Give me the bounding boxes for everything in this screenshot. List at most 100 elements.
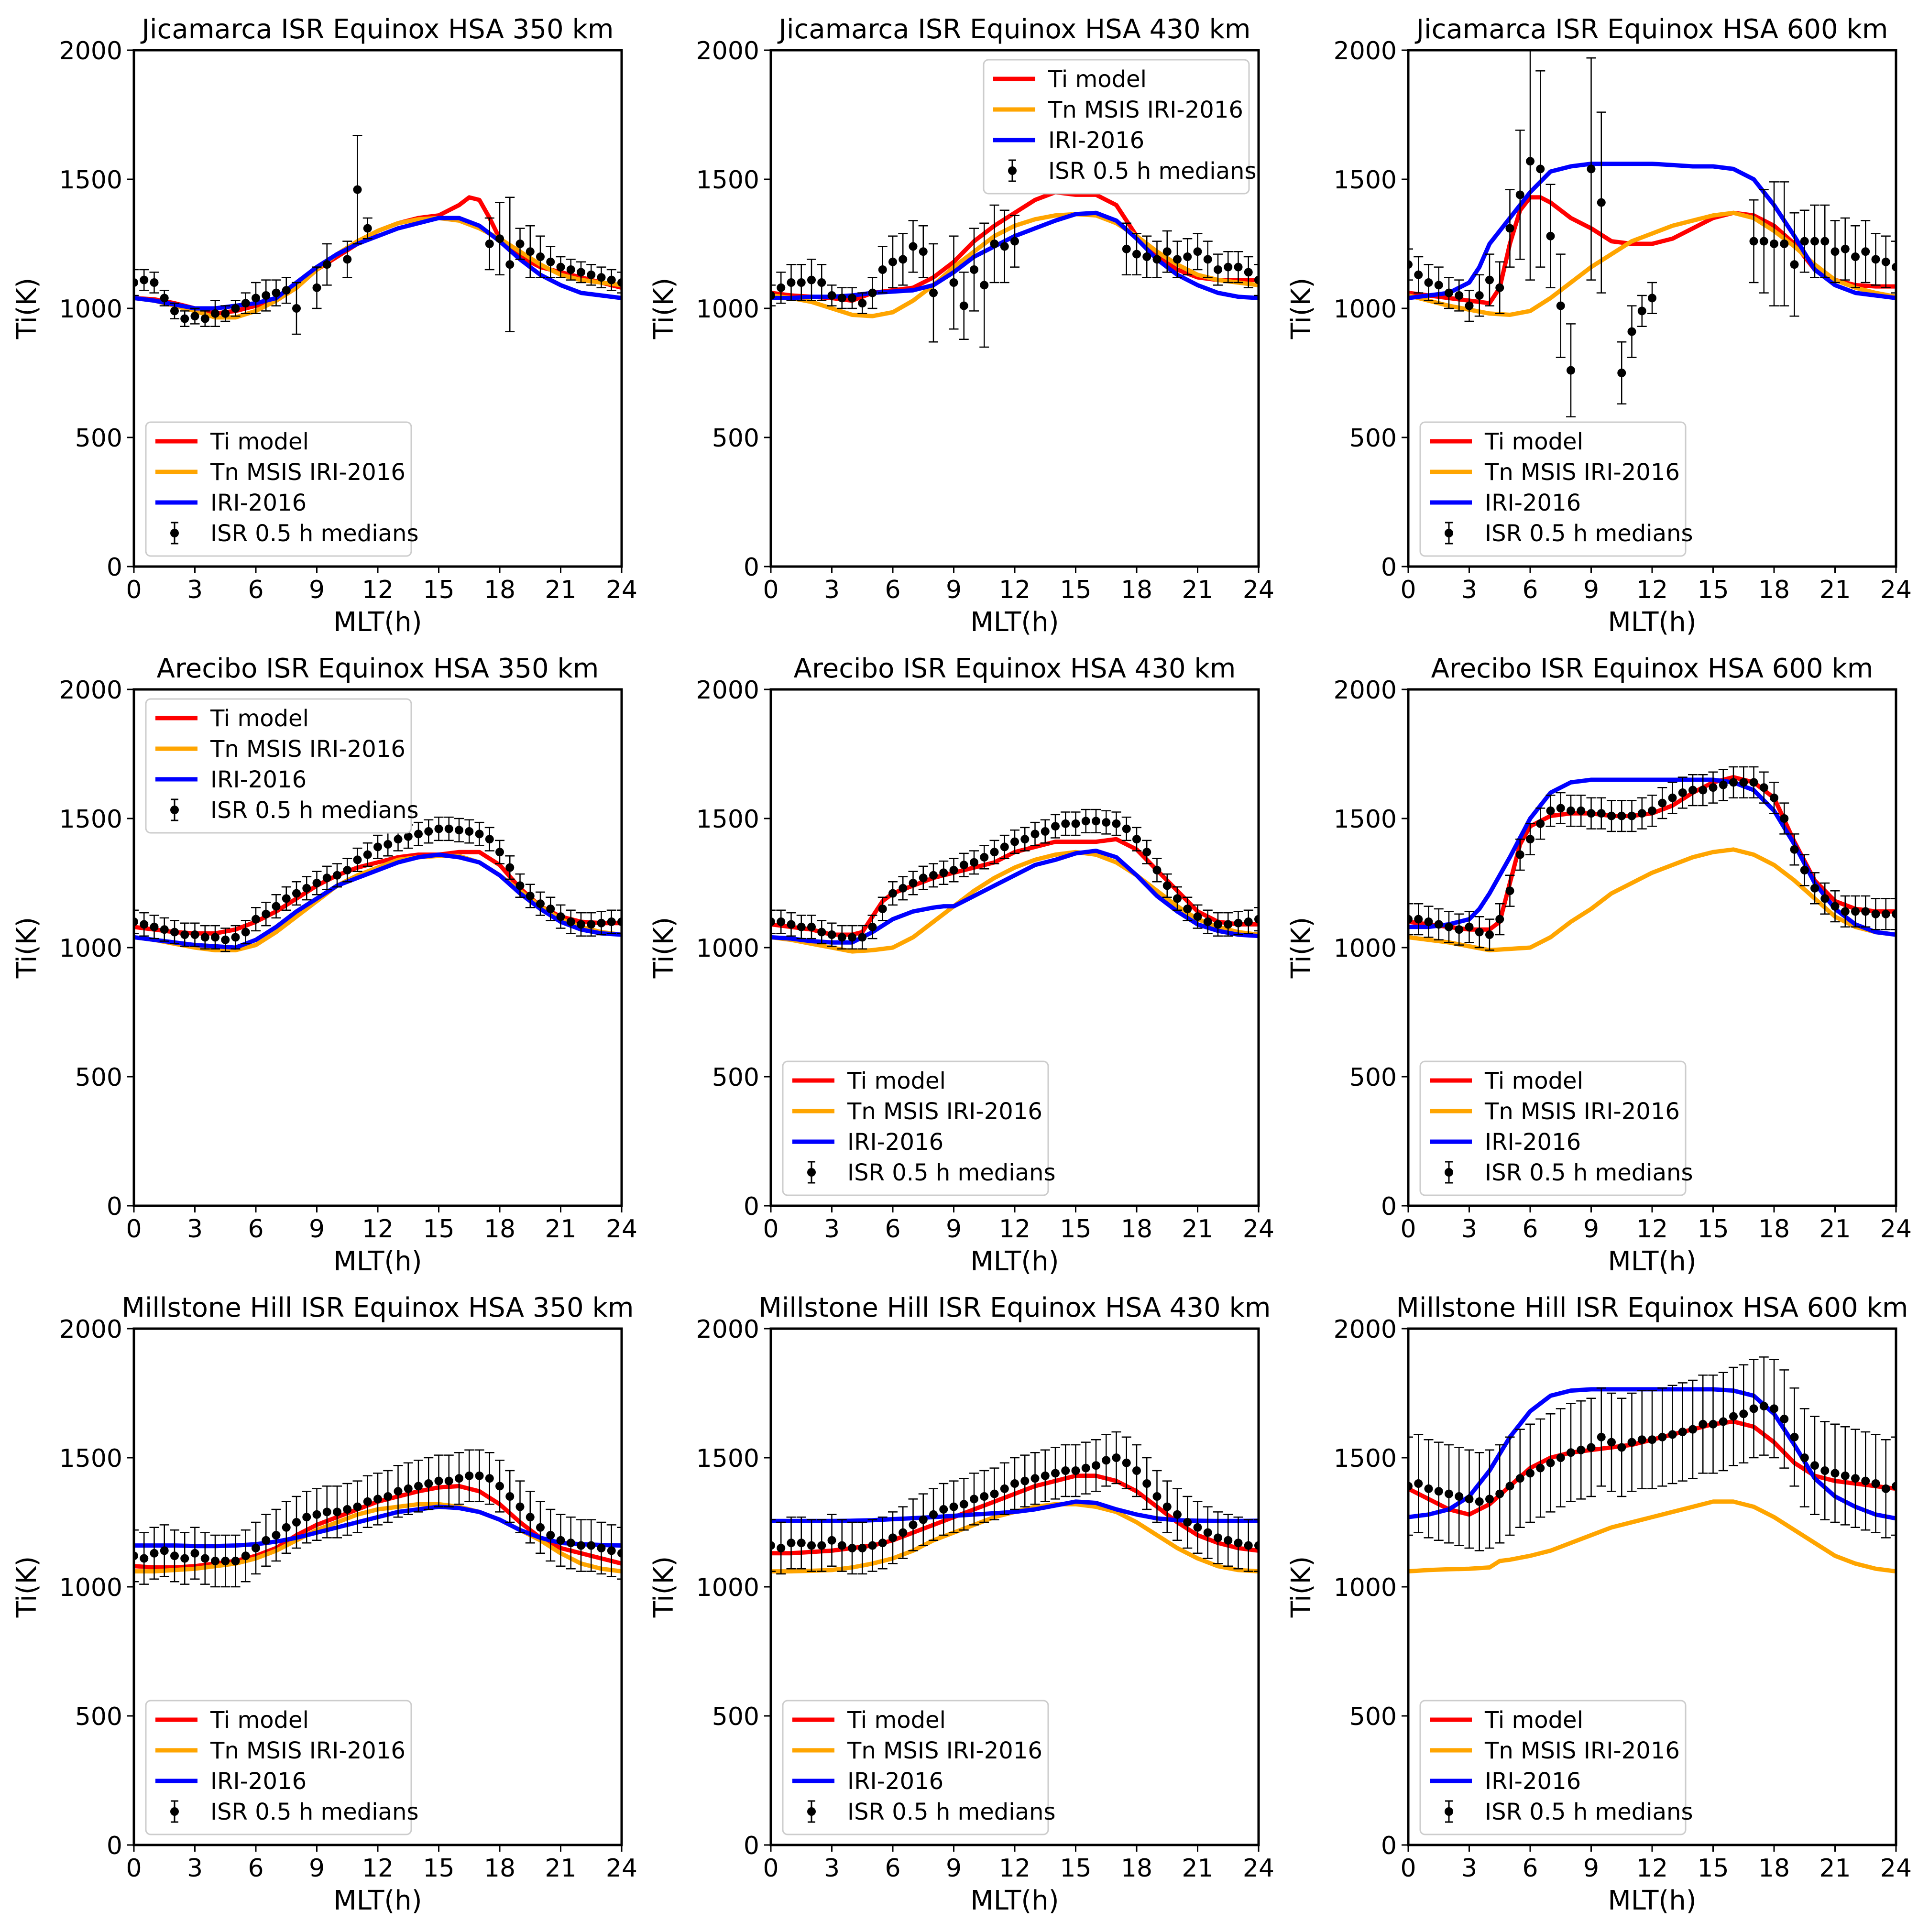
legend-item-iri: IRI-2016	[155, 766, 307, 793]
plot-area	[771, 1431, 1259, 1575]
isr-median-point	[384, 840, 393, 849]
isr-median-point	[837, 1541, 846, 1550]
isr-median-point	[1010, 1479, 1019, 1488]
legend-item-ti-model: Ti model	[792, 1707, 946, 1734]
isr-median-point	[1699, 1419, 1708, 1429]
isr-median-point	[1515, 1474, 1524, 1483]
x-tick-label: 3	[187, 1215, 203, 1244]
x-tick-label: 6	[248, 1215, 263, 1244]
y-tick-label: 500	[712, 1063, 759, 1092]
isr-median-point	[526, 892, 535, 900]
legend-item-tn-msis: Tn MSIS IRI-2016	[155, 736, 406, 763]
isr-median-point	[1234, 262, 1243, 272]
x-axis-label: MLT(h)	[970, 1246, 1059, 1277]
legend-item-isr: ISR 0.5 h medians	[1445, 520, 1693, 547]
isr-median-point	[939, 868, 948, 877]
chart-panel-8: Millstone Hill ISR Equinox HSA 430 km 0 3 6…	[648, 1292, 1274, 1916]
y-tick-label: 1000	[696, 295, 759, 324]
isr-median-point	[566, 1539, 575, 1548]
y-tick-label: 2000	[59, 676, 122, 705]
isr-median-point	[1030, 1474, 1040, 1483]
y-tick-label: 2000	[696, 1315, 759, 1344]
legend-box	[782, 1060, 1049, 1196]
legend-label: ISR 0.5 h medians	[847, 1159, 1055, 1186]
legend-label: Tn MSIS IRI-2016	[1484, 1098, 1680, 1125]
axes-frame	[769, 49, 1260, 568]
isr-median-point	[929, 871, 938, 880]
isr-median-point	[1841, 244, 1850, 253]
y-tick-label: 1500	[696, 166, 759, 195]
isr-median-point	[546, 1531, 555, 1539]
isr-median-point	[465, 1471, 474, 1480]
series-line-ti-model	[134, 850, 622, 936]
x-tick-label: 3	[824, 1854, 840, 1883]
isr-median-point	[1749, 778, 1758, 787]
isr-median-point	[495, 234, 504, 243]
isr-median-point	[909, 242, 918, 251]
isr-median-point	[1546, 806, 1555, 815]
y-tick-label: 0	[107, 1192, 122, 1221]
plot-area	[134, 817, 622, 952]
y-tick-label: 0	[744, 553, 759, 582]
legend-label: Tn MSIS IRI-2016	[1484, 1737, 1680, 1764]
isr-median-point	[1556, 301, 1565, 310]
isr-median-point	[597, 1544, 606, 1552]
legend: Ti model Tn MSIS IRI-2016 IRI-2016 ISR 0.5 …	[145, 421, 418, 557]
isr-median-point	[515, 1502, 525, 1511]
legend: Ti model Tn MSIS IRI-2016 IRI-2016 ISR 0.5 …	[1419, 1700, 1693, 1835]
y-tick-label: 500	[1349, 1703, 1397, 1731]
plot-area	[771, 808, 1259, 954]
isr-median-point	[1061, 1466, 1070, 1475]
y-tick-label: 500	[1349, 424, 1397, 453]
legend-label: Ti model	[847, 1707, 946, 1734]
legend-box	[782, 1700, 1049, 1835]
x-tick-label: 3	[1461, 1854, 1477, 1883]
isr-median-point	[959, 301, 968, 310]
isr-median-point	[241, 299, 250, 308]
legend: Ti model Tn MSIS IRI-2016 IRI-2016 ISR 0.5 …	[1419, 421, 1693, 557]
isr-median-point	[190, 312, 199, 321]
axes-frame	[769, 1327, 1260, 1846]
isr-median-point	[1071, 1466, 1080, 1475]
isr-median-point	[858, 933, 867, 942]
isr-median-point	[1841, 1471, 1850, 1480]
legend-item-isr: ISR 0.5 h medians	[1445, 1159, 1693, 1186]
isr-median-point	[1648, 806, 1656, 815]
isr-median-point	[919, 873, 928, 883]
isr-median-point	[1214, 1533, 1222, 1542]
isr-median-point	[807, 922, 816, 931]
isr-median-point	[577, 268, 585, 277]
isr-median-point	[899, 1528, 908, 1537]
isr-median-point	[1475, 291, 1484, 300]
isr-median-point	[1546, 231, 1555, 240]
isr-median-point	[1122, 1458, 1131, 1467]
isr-median-point	[1020, 1476, 1030, 1485]
isr-median-point	[1830, 902, 1840, 911]
x-tick-label: 18	[1758, 1215, 1790, 1244]
x-tick-label: 15	[1060, 1854, 1091, 1883]
isr-median-point	[807, 275, 816, 284]
x-tick-label: 6	[248, 1854, 263, 1883]
chart-panel-2: Jicamarca ISR Equinox HSA 430 km 0 3 6 9 12 15…	[648, 14, 1274, 638]
legend: Ti model Tn MSIS IRI-2016 IRI-2016 ISR 0.5 …	[983, 59, 1256, 195]
isr-median-point	[231, 304, 240, 313]
legend-item-iri: IRI-2016	[155, 1768, 307, 1795]
y-tick-label: 500	[75, 1703, 122, 1731]
y-axis-label: Ti(K)	[648, 917, 680, 979]
isr-median-point	[1455, 925, 1464, 934]
x-tick-label: 12	[362, 1854, 394, 1883]
legend-item-isr: ISR 0.5 h medians	[1445, 1799, 1693, 1825]
isr-median-point	[180, 930, 189, 939]
x-tick-label: 15	[423, 1854, 454, 1883]
x-tick-label: 21	[1819, 1215, 1851, 1244]
isr-median-point	[1567, 806, 1575, 815]
isr-median-point	[878, 905, 887, 913]
y-tick-label: 1000	[59, 934, 122, 963]
isr-median-point	[282, 1523, 291, 1532]
isr-median-point	[302, 1513, 311, 1522]
isr-median-point	[990, 1489, 999, 1498]
isr-median-point	[1203, 255, 1212, 264]
isr-median-point	[231, 1557, 240, 1565]
isr-median-point	[848, 294, 856, 303]
legend-label: Ti model	[210, 428, 309, 455]
